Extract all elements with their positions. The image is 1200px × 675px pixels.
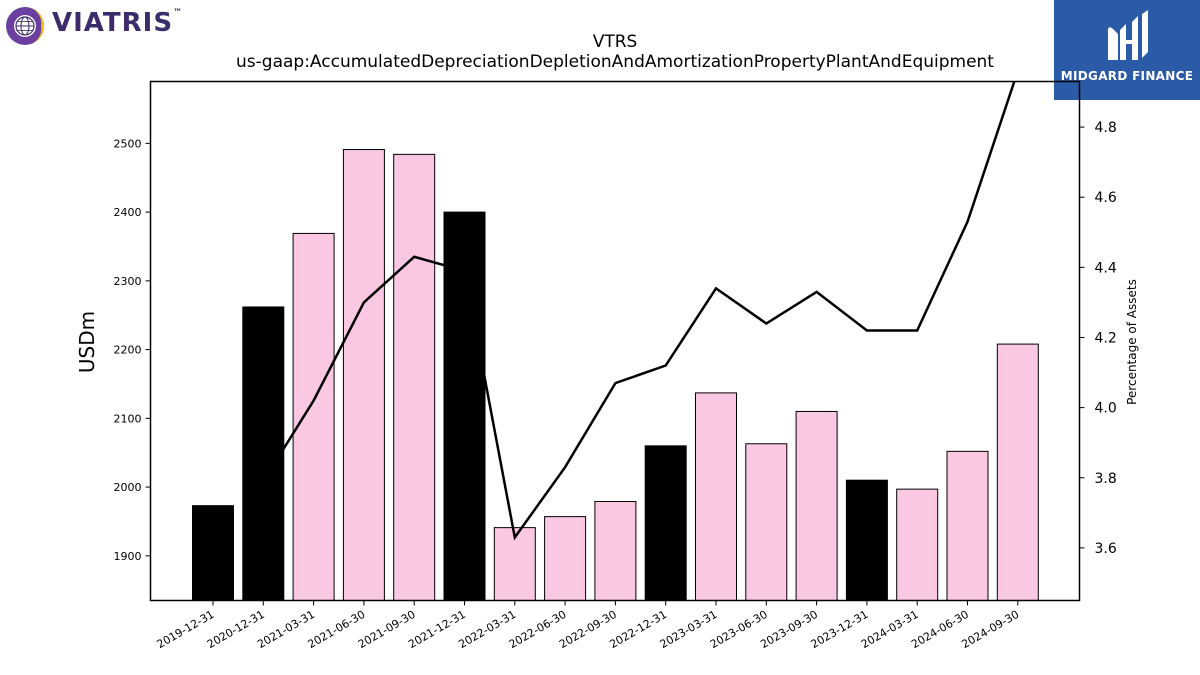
- viatris-globe-icon: [6, 6, 44, 45]
- bar-2023-09-30: [795, 410, 838, 601]
- bar-2024-09-30: [996, 343, 1039, 601]
- y2-tick-label: 4.2: [1095, 330, 1117, 346]
- midgard-wordmark: MIDGARD FINANCE: [1060, 69, 1194, 83]
- x-axis-ticks: 2019-12-312020-12-312021-03-312021-06-30…: [155, 600, 1021, 651]
- y-tick-label: 2000: [114, 481, 142, 494]
- bar-2024-06-30: [946, 450, 989, 602]
- bar-2022-09-30: [594, 501, 637, 602]
- percentage-line: [262, 81, 1016, 541]
- y2-tick-label: 4.6: [1095, 190, 1117, 206]
- bar-group: [192, 149, 1039, 602]
- x-tick-label: 2024-09-30: [959, 608, 1021, 651]
- bar-2023-06-30: [745, 443, 788, 601]
- bar-2024-03-31: [896, 488, 939, 601]
- y2-axis-ticks: 3.6 3.8 4.0 4.2 4.4 4.6 4.8: [1079, 120, 1117, 557]
- bar-2021-03-31: [292, 232, 335, 601]
- y-tick-label: 1900: [114, 550, 142, 563]
- bar-2022-12-31: [644, 445, 687, 601]
- bar-2023-03-31: [695, 392, 737, 601]
- viatris-wordmark: VIATRIS™: [52, 8, 184, 38]
- y2-axis-label: Percentage of Assets: [1125, 279, 1139, 405]
- y-tick-label: 2500: [114, 137, 142, 150]
- bar-2022-06-30: [544, 516, 587, 601]
- y2-tick-label: 3.8: [1095, 471, 1117, 487]
- y-tick-label: 2300: [114, 275, 142, 288]
- bar-2021-06-30: [342, 149, 385, 602]
- y2-tick-label: 4.0: [1095, 401, 1117, 417]
- y2-tick-label: 4.4: [1095, 260, 1117, 276]
- midgard-m-icon: [1108, 10, 1148, 60]
- chart-subtitle: us-gaap:AccumulatedDepreciationDepletion…: [236, 52, 994, 72]
- y2-tick-label: 3.6: [1095, 541, 1117, 557]
- plot-frame: [149, 80, 1081, 602]
- viatris-logo: [5, 4, 165, 48]
- bar-2019-12-31: [192, 505, 234, 601]
- y-axis-label: USDm: [75, 311, 99, 373]
- bar-2021-09-30: [393, 153, 436, 602]
- midgard-finance-logo: MIDGARD FINANCE: [1054, 0, 1200, 100]
- bar-2020-12-31: [242, 306, 285, 601]
- chart-title: VTRS: [592, 32, 638, 52]
- y-tick-label: 2400: [114, 206, 142, 219]
- y-axis-ticks: 1900 2000 2100 2200 2300 2400 2500: [114, 137, 151, 563]
- bar-2022-03-31: [493, 527, 536, 602]
- bar-2023-12-31: [845, 479, 888, 602]
- y-tick-label: 2200: [114, 344, 142, 357]
- y2-tick-label: 4.8: [1095, 120, 1117, 136]
- y-tick-label: 2100: [114, 412, 142, 425]
